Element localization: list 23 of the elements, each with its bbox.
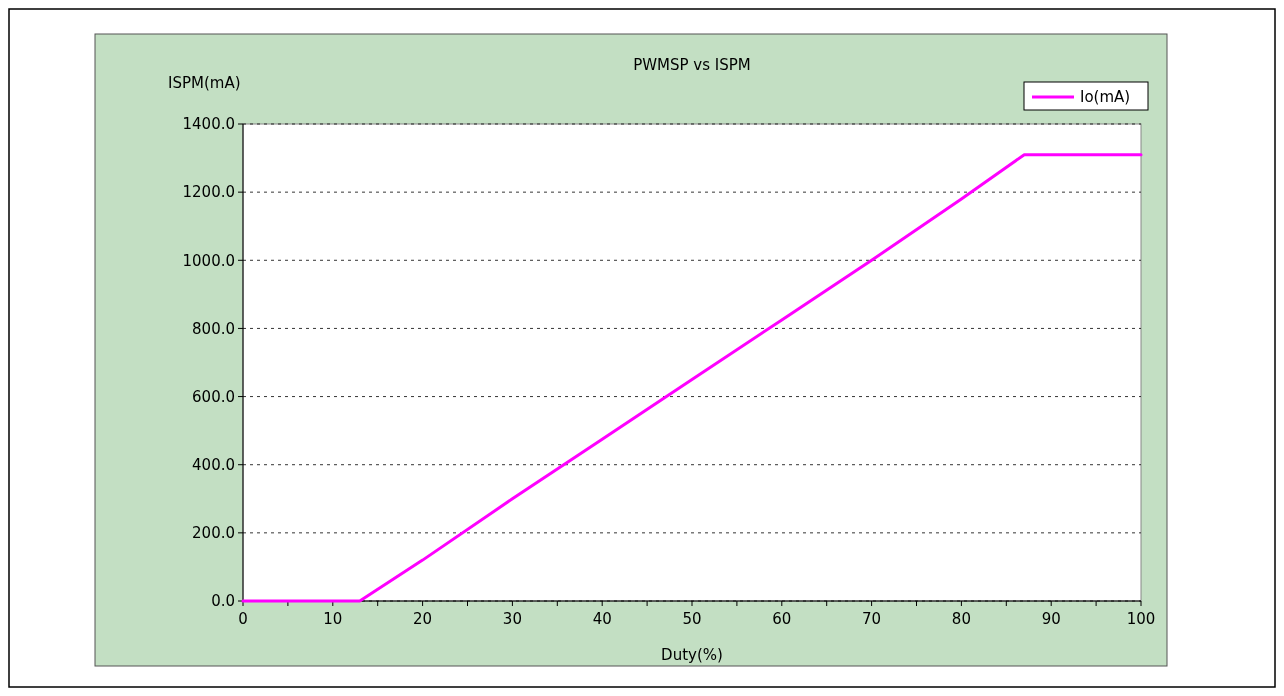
x-tick-label: 50	[682, 610, 702, 628]
y-tick-label: 1000.0	[182, 251, 235, 270]
x-tick-label: 80	[951, 610, 971, 628]
y-tick-label: 800.0	[192, 319, 235, 338]
x-tick-label: 20	[413, 610, 433, 628]
x-tick-label: 40	[592, 610, 612, 628]
x-tick-label: 30	[502, 610, 522, 628]
x-tick-label: 60	[772, 610, 792, 628]
chart-title: PWMSP vs ISPM	[633, 56, 751, 74]
x-tick-label: 90	[1041, 610, 1061, 628]
x-tick-label: 10	[323, 610, 343, 628]
y-tick-label: 400.0	[192, 455, 235, 474]
x-axis-title: Duty(%)	[661, 646, 723, 664]
legend-label: Io(mA)	[1080, 88, 1131, 107]
x-tick-label: 100	[1126, 610, 1156, 628]
x-tick-label: 70	[862, 610, 882, 628]
y-tick-label: 1400.0	[182, 115, 235, 134]
y-axis-title: ISPM(mA)	[168, 74, 241, 92]
y-tick-label: 200.0	[192, 524, 235, 543]
x-tick-label: 0	[238, 610, 248, 628]
y-tick-label: 1200.0	[182, 183, 235, 202]
y-tick-label: 0.0	[211, 592, 235, 611]
y-tick-label: 600.0	[192, 387, 235, 406]
